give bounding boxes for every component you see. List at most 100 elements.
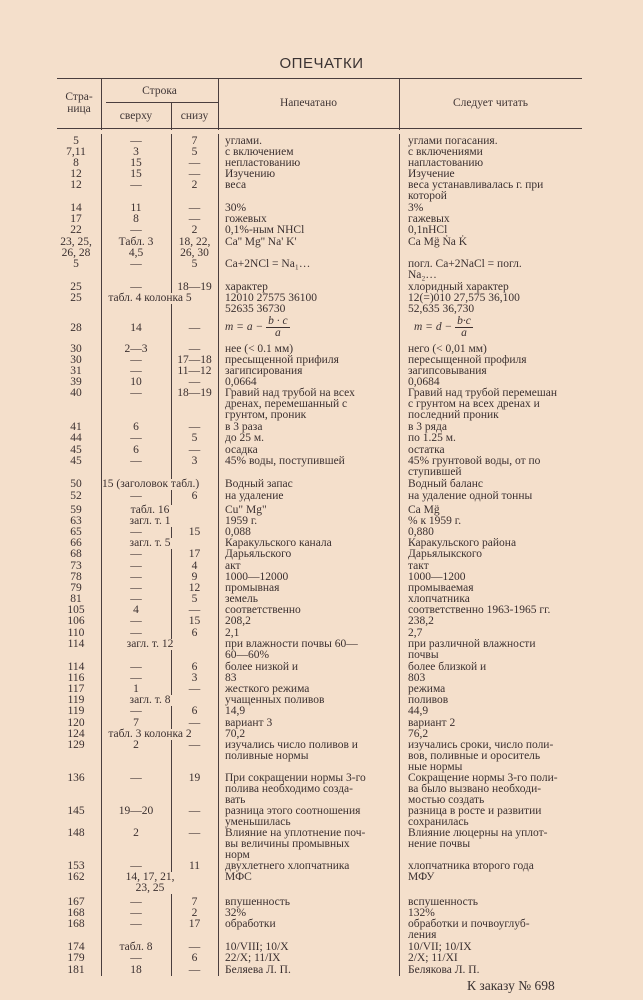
line-from-top: 8: [133, 213, 139, 225]
correct-text: 76,2: [408, 728, 429, 740]
line-from-top: Табл. 3 4,5: [118, 236, 154, 260]
page-number: 45: [70, 444, 82, 456]
printed-text: 208,2: [225, 615, 251, 627]
printed-text: гожевых: [225, 213, 267, 225]
printed-text: 0,1%-ным NHCl: [225, 224, 305, 236]
correct-text: 1000—1200: [408, 571, 466, 583]
correct-text: 10/VII; 10/IX: [408, 941, 472, 953]
line-reference: табл. 4 колонка 5: [102, 292, 198, 305]
line-reference: загл. т. 1: [102, 515, 198, 528]
correct-text: Дарьялыкского: [408, 548, 483, 560]
line-from-bottom: 3: [191, 455, 198, 467]
line-from-top: 11: [130, 202, 142, 214]
page-number: 30: [70, 354, 82, 366]
page-number: 106: [67, 615, 85, 627]
line-from-bottom: —: [188, 604, 201, 616]
line-reference: загл. т. 5: [102, 537, 198, 550]
line-from-bottom: 4: [191, 560, 198, 572]
page-number: 119: [67, 705, 85, 717]
line-from-bottom: —: [188, 202, 201, 214]
table-top-rule: [57, 78, 582, 79]
line-from-top: 6: [133, 421, 139, 433]
line-from-bottom: 6: [191, 705, 198, 717]
header-from-bottom: снизу: [180, 110, 209, 122]
line-from-top: —: [130, 772, 142, 784]
order-number: К заказу № 698: [467, 978, 555, 993]
correct-text: Гравий над трубой перемешан с грунтом на…: [408, 387, 557, 422]
page-number: 8: [73, 157, 79, 169]
line-from-top: 15: [130, 157, 142, 169]
page-number: 22: [70, 224, 82, 236]
line-reference: 14, 17, 21, 23, 25: [102, 871, 198, 895]
line-from-top: —: [130, 179, 142, 191]
printed-text: 0,088: [225, 526, 251, 538]
header-page: Стра- ница: [65, 91, 93, 115]
header-printed: Напечатано: [280, 97, 337, 109]
correct-text: m = d − b·c a: [414, 315, 590, 339]
correct-text: 0,0684: [408, 376, 440, 388]
correct-text: него (< 0,01 мм): [408, 343, 487, 355]
printed-text: до 25 м.: [225, 432, 265, 444]
printed-text: двухлетнего хлопчатника: [225, 860, 350, 872]
page-number: 28: [70, 322, 82, 334]
page-number: 174: [67, 941, 85, 953]
printed-text: Cu" Mg": [225, 504, 267, 516]
correct-text: загипсовывания: [408, 365, 487, 377]
printed-text: Водный запас: [225, 478, 293, 490]
line-from-bottom: 18—19: [177, 281, 212, 293]
line-from-bottom: 5: [191, 258, 198, 270]
page-number: 40: [70, 387, 82, 399]
line-from-bottom: —: [188, 827, 201, 839]
column-divider: [399, 134, 400, 976]
correct-text: пересыщенной профиля: [408, 354, 527, 366]
line-from-top: 6: [133, 444, 139, 456]
page-number: 50: [70, 478, 82, 490]
page-number: 105: [67, 604, 85, 616]
page-number: 25: [70, 292, 82, 304]
correct-text: такт: [408, 560, 429, 572]
header-divider: [101, 78, 102, 130]
line-from-top: табл. 8: [119, 941, 153, 953]
correct-text: 132%: [408, 907, 435, 919]
correct-text: 44,9: [408, 705, 429, 717]
correct-text: режима: [408, 683, 446, 695]
line-from-bottom: 6: [191, 661, 198, 673]
correct-text: промываемая: [408, 582, 474, 594]
line-from-top: —: [130, 593, 142, 605]
correct-text: 2/X; 11/XI: [408, 952, 458, 964]
correct-text: углами погасания.: [408, 135, 498, 147]
printed-text: более низкой и: [225, 661, 299, 673]
page-number: 44: [70, 432, 82, 444]
line-from-bottom: 17: [188, 548, 201, 560]
page-number: 148: [67, 827, 85, 839]
page-number: 5: [73, 258, 79, 270]
correct-text: хлопчатника: [408, 593, 470, 605]
page-number: 25: [70, 281, 82, 293]
printed-text: промывная: [225, 582, 280, 594]
line-from-bottom: 12: [188, 582, 201, 594]
correct-text: Ca Mg̈ Ṅa K̇: [408, 236, 468, 248]
printed-text: углами.: [225, 135, 263, 147]
line-from-top: —: [130, 354, 142, 366]
correct-text: 12(=)010 27,575 36,100 52,635 36,730: [408, 292, 520, 316]
line-from-bottom: —: [188, 376, 201, 388]
correct-text: Изучение: [408, 168, 455, 180]
line-from-bottom: 2: [191, 224, 198, 236]
line-from-bottom: —: [188, 168, 201, 180]
page-number: 30: [70, 343, 82, 355]
line-from-top: —: [130, 281, 142, 293]
printed-text: разница этого соотношения уменьшилась: [225, 805, 361, 829]
line-from-bottom: 6: [191, 627, 198, 639]
line-from-bottom: —: [188, 964, 201, 976]
line-from-top: 14: [130, 322, 142, 334]
page-number: 63: [70, 515, 82, 527]
printed-text: осадка: [225, 444, 258, 456]
line-from-bottom: —: [188, 213, 201, 225]
line-from-top: 2: [133, 827, 139, 839]
line-reference: табл. 3 колонка 2: [102, 728, 198, 741]
printed-text: непластованию: [225, 157, 301, 169]
printed-text: загипсирования: [225, 365, 303, 377]
correct-text: Водный баланс: [408, 478, 484, 490]
correct-text: более близкой и: [408, 661, 487, 673]
line-from-top: 7: [133, 717, 139, 729]
